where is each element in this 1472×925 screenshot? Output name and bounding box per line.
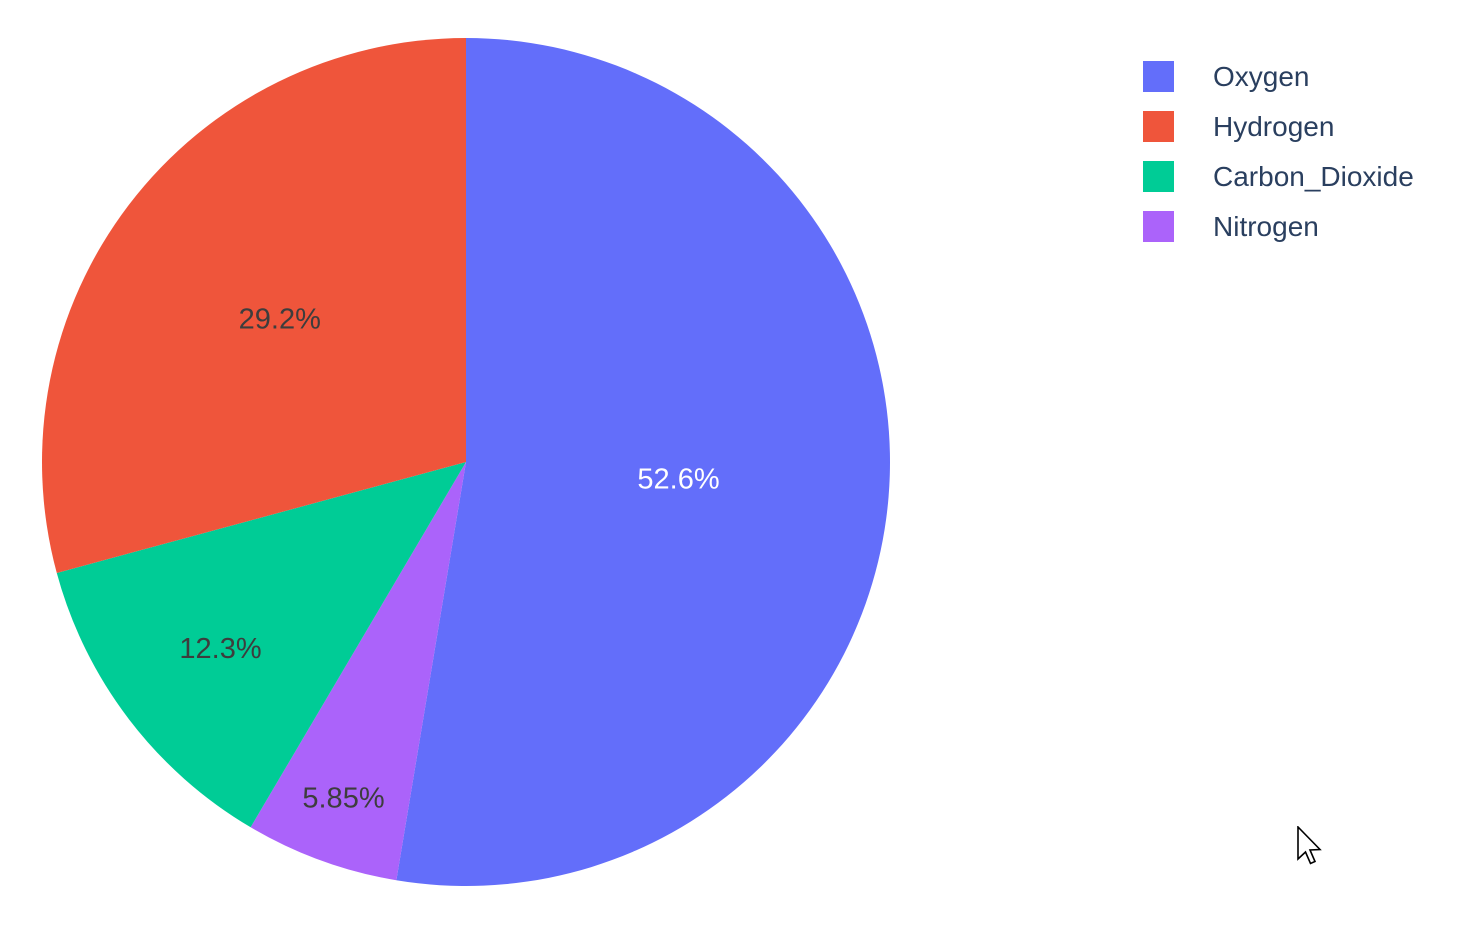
slice-label-hydrogen: 29.2% (239, 304, 321, 336)
slice-label-carbon_dioxide: 12.3% (179, 633, 261, 665)
legend-item-carbon_dioxide[interactable]: Carbon_Dioxide (1143, 161, 1414, 192)
pie-slice-nitrogen[interactable] (250, 462, 466, 881)
slice-label-oxygen: 52.6% (637, 464, 719, 496)
legend-label: Oxygen (1213, 61, 1310, 92)
legend-item-hydrogen[interactable]: Hydrogen (1143, 111, 1414, 142)
pie-slice-oxygen[interactable] (396, 38, 891, 887)
legend-swatch-icon (1143, 111, 1174, 142)
pie-slice-hydrogen[interactable] (42, 38, 466, 573)
legend-swatch-icon (1143, 61, 1174, 92)
legend: Oxygen Hydrogen Carbon_Dioxide Nitrogen (1143, 61, 1414, 242)
legend-label: Carbon_Dioxide (1213, 161, 1414, 192)
legend-item-nitrogen[interactable]: Nitrogen (1143, 211, 1414, 242)
legend-item-oxygen[interactable]: Oxygen (1143, 61, 1414, 92)
legend-label: Nitrogen (1213, 211, 1319, 242)
slice-label-nitrogen: 5.85% (302, 783, 384, 815)
legend-swatch-icon (1143, 161, 1174, 192)
pie-slice-carbon_dioxide[interactable] (56, 462, 466, 828)
legend-label: Hydrogen (1213, 111, 1335, 142)
legend-swatch-icon (1143, 211, 1174, 242)
